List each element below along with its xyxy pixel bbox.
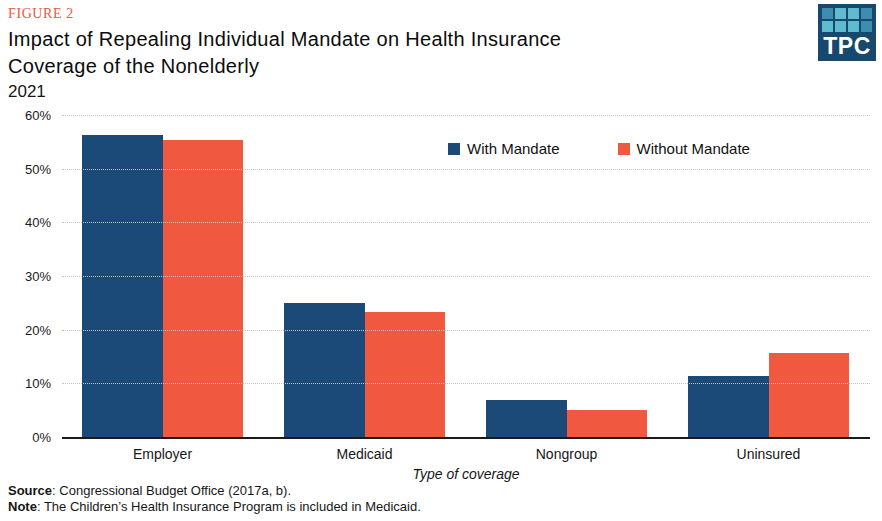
bar-without-mandate-medicaid [365,312,446,437]
x-category-label-employer: Employer [82,446,243,462]
gridline [62,330,870,331]
tpc-logo-text: TPC [823,32,871,60]
bar-without-mandate-nongroup [567,410,648,437]
tpc-logo: TPC [818,4,876,61]
bar-without-mandate-uninsured [769,353,850,437]
y-tick-label: 0% [0,430,51,445]
bar-without-mandate-employer [163,140,244,437]
logo-square-icon [861,8,872,19]
logo-square-icon [848,8,859,19]
logo-square-icon [848,21,859,32]
x-labels-row: Employer Medicaid Nongroup Uninsured [62,446,870,462]
bar-with-mandate-medicaid [284,303,365,437]
source-label: Source [8,483,52,498]
legend-item-with-mandate: With Mandate [448,140,560,157]
logo-square-icon [835,8,846,19]
gridline [62,383,870,384]
chart-legend: With Mandate Without Mandate [448,140,750,157]
page-title: Impact of Repealing Individual Mandate o… [8,26,561,80]
logo-square-icon [861,21,872,32]
logo-square-icon [835,21,846,32]
y-tick-label: 50% [0,162,51,177]
title-line-2: Coverage of the Nonelderly [8,55,259,77]
note-label: Note [8,499,37,514]
y-tick-label: 60% [0,108,51,123]
plot-area [62,115,870,439]
x-category-label-uninsured: Uninsured [688,446,849,462]
figure-card: FIGURE 2 Impact of Repealing Individual … [0,0,882,521]
gridline [62,276,870,277]
legend-label: With Mandate [467,140,560,157]
with-mandate-swatch-icon [448,143,460,155]
x-axis-title: Type of coverage [62,466,870,482]
tpc-logo-grid-icon [822,8,872,32]
y-tick-label: 10% [0,376,51,391]
bar-with-mandate-nongroup [486,400,567,437]
x-category-label-medicaid: Medicaid [284,446,445,462]
legend-item-without-mandate: Without Mandate [618,140,750,157]
title-line-1: Impact of Repealing Individual Mandate o… [8,28,561,50]
legend-label: Without Mandate [637,140,750,157]
gridline [62,222,870,223]
gridline [62,169,870,170]
bar-with-mandate-uninsured [688,376,769,437]
without-mandate-swatch-icon [618,143,630,155]
chart-footer: Source: Congressional Budget Office (201… [8,483,421,515]
source-line: Source: Congressional Budget Office (201… [8,483,421,499]
y-tick-label: 40% [0,215,51,230]
gridline [62,115,870,116]
figure-label: FIGURE 2 [8,6,74,22]
chart-year-subtitle: 2021 [8,82,46,102]
y-tick-label: 30% [0,269,51,284]
y-tick-label: 20% [0,323,51,338]
note-line: Note: The Children’s Health Insurance Pr… [8,499,421,515]
logo-square-icon [822,8,833,19]
bar-with-mandate-employer [82,135,163,437]
x-category-label-nongroup: Nongroup [486,446,647,462]
source-text: : Congressional Budget Office (2017a, b)… [52,483,291,498]
logo-square-icon [822,21,833,32]
note-text: : The Children’s Health Insurance Progra… [37,499,421,514]
